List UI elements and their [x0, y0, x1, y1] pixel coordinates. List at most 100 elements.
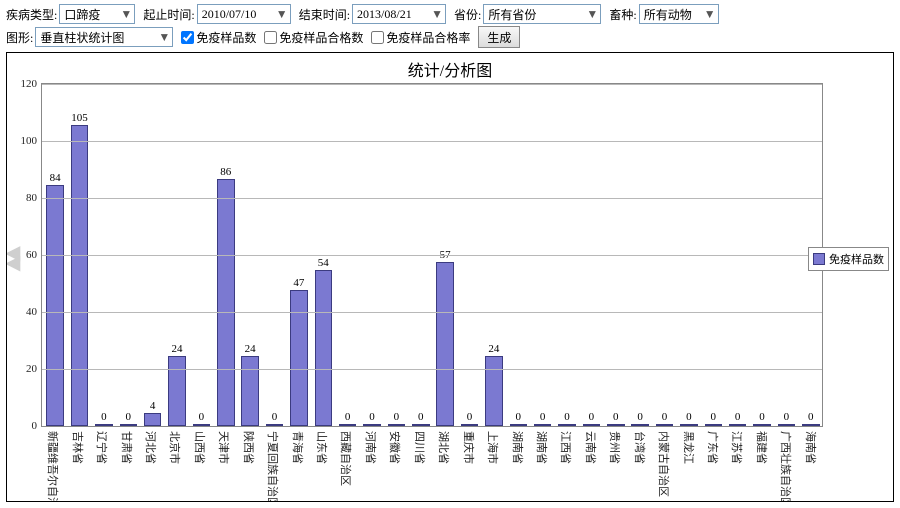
plot-area: 8410500424086240475400005702400000000000… [41, 83, 823, 427]
x-tick-label: 湖南省 [510, 431, 526, 464]
species-value: 所有动物 [644, 6, 704, 23]
bar: 0 [680, 424, 698, 426]
checkbox-input[interactable] [371, 31, 384, 44]
x-tick-label: 贵州省 [607, 431, 623, 464]
bar-value-label: 0 [467, 411, 473, 425]
bar-value-label: 0 [589, 411, 595, 425]
bar: 0 [461, 424, 479, 426]
x-tick-label: 台湾省 [632, 431, 648, 464]
bar-value-label: 54 [318, 257, 329, 271]
checkbox-pass-count[interactable]: 免疫样品合格数 [264, 29, 363, 46]
bar: 0 [778, 424, 796, 426]
x-tick-label: 北京市 [167, 431, 183, 464]
bar: 0 [510, 424, 528, 426]
bar-value-label: 0 [101, 411, 107, 425]
species-select[interactable]: 所有动物 ▼ [639, 4, 719, 24]
end-time-select[interactable]: 2013/08/21 ▼ [352, 4, 446, 24]
disease-type-select[interactable]: 口蹄疫 ▼ [59, 4, 135, 24]
x-tick-label: 青海省 [290, 431, 306, 464]
grid-line [42, 198, 822, 199]
x-tick-label: 天津市 [216, 431, 232, 464]
x-tick-label: 上海市 [485, 431, 501, 464]
bar-value-label: 0 [394, 411, 400, 425]
bar-value-label: 105 [71, 112, 88, 126]
checkbox-label: 免疫样品数 [196, 29, 256, 46]
bar: 0 [558, 424, 576, 426]
bar-value-label: 0 [516, 411, 522, 425]
bar: 0 [705, 424, 723, 426]
x-tick-label: 内蒙古自治区 [656, 431, 672, 497]
chart-title: 统计/分析图 [7, 53, 893, 83]
x-tick-label: 山西省 [192, 431, 208, 464]
grid-line [42, 141, 822, 142]
caret-icon: ▼ [586, 7, 598, 22]
caret-icon: ▼ [704, 7, 716, 22]
grid-line [42, 312, 822, 313]
x-tick-label: 新疆维吾尔自治区 [45, 431, 61, 502]
bar-value-label: 24 [488, 343, 499, 357]
checkbox-sample-count[interactable]: 免疫样品数 [181, 29, 256, 46]
bar-value-label: 0 [711, 411, 717, 425]
checkbox-input[interactable] [264, 31, 277, 44]
province-select[interactable]: 所有省份 ▼ [483, 4, 601, 24]
bar: 0 [120, 424, 138, 426]
legend-swatch [813, 253, 825, 265]
checkbox-pass-rate[interactable]: 免疫样品合格率 [371, 29, 470, 46]
bar: 0 [631, 424, 649, 426]
grid-line [42, 84, 822, 85]
x-tick-label: 吉林省 [70, 431, 86, 464]
bar-value-label: 0 [808, 411, 814, 425]
caret-icon: ▼ [431, 7, 443, 22]
y-tick-label: 120 [7, 78, 37, 90]
bar: 54 [315, 270, 333, 426]
chart-frame: ◀◀ 统计/分析图 841050042408624047540000570240… [6, 52, 894, 502]
x-tick-label: 河南省 [363, 431, 379, 464]
bar-value-label: 0 [126, 411, 132, 425]
bar: 0 [753, 424, 771, 426]
y-tick-label: 20 [7, 363, 37, 375]
x-tick-label: 甘肃省 [119, 431, 135, 464]
bar-value-label: 0 [662, 411, 668, 425]
x-tick-label: 河北省 [143, 431, 159, 464]
start-time-label: 起止时间: [143, 6, 194, 23]
generate-button[interactable]: 生成 [478, 26, 520, 48]
end-time-value: 2013/08/21 [357, 7, 431, 22]
x-tick-label: 海南省 [803, 431, 819, 464]
bar-value-label: 0 [613, 411, 619, 425]
x-tick-label: 安徽省 [387, 431, 403, 464]
x-tick-label: 湖北省 [436, 431, 452, 464]
x-tick-label: 江苏省 [729, 431, 745, 464]
bar-value-label: 0 [369, 411, 375, 425]
caret-icon: ▼ [120, 7, 132, 22]
x-axis-labels: 新疆维吾尔自治区吉林省辽宁省甘肃省河北省北京市山西省天津市陕西省宁夏回族自治区青… [41, 427, 823, 501]
x-tick-label: 山东省 [314, 431, 330, 464]
checkbox-label: 免疫样品合格率 [386, 29, 470, 46]
bar: 0 [802, 424, 820, 426]
bar: 0 [95, 424, 113, 426]
y-tick-label: 60 [7, 249, 37, 261]
bar-value-label: 24 [172, 343, 183, 357]
bar: 0 [729, 424, 747, 426]
province-label: 省份: [454, 6, 481, 23]
x-tick-label: 云南省 [583, 431, 599, 464]
bar-value-label: 0 [272, 411, 278, 425]
bar: 0 [388, 424, 406, 426]
legend: 免疫样品数 [808, 247, 889, 271]
x-tick-label: 重庆市 [461, 431, 477, 464]
bar: 0 [363, 424, 381, 426]
filter-bar-row-2: 图形: 垂直柱状统计图 ▼ 免疫样品数 免疫样品合格数 免疫样品合格率 生成 [0, 26, 900, 50]
legend-label: 免疫样品数 [829, 251, 884, 267]
chart-type-select[interactable]: 垂直柱状统计图 ▼ [35, 27, 173, 47]
start-time-select[interactable]: 2010/07/10 ▼ [197, 4, 291, 24]
bar: 0 [534, 424, 552, 426]
x-tick-label: 福建省 [754, 431, 770, 464]
bar: 47 [290, 290, 308, 426]
x-tick-label: 辽宁省 [94, 431, 110, 464]
x-tick-label: 广东省 [705, 431, 721, 464]
disease-type-label: 疾病类型: [6, 6, 57, 23]
checkbox-input[interactable] [181, 31, 194, 44]
bar-value-label: 47 [293, 277, 304, 291]
y-tick-label: 80 [7, 192, 37, 204]
province-value: 所有省份 [488, 6, 586, 23]
chart-type-value: 垂直柱状统计图 [40, 29, 158, 46]
